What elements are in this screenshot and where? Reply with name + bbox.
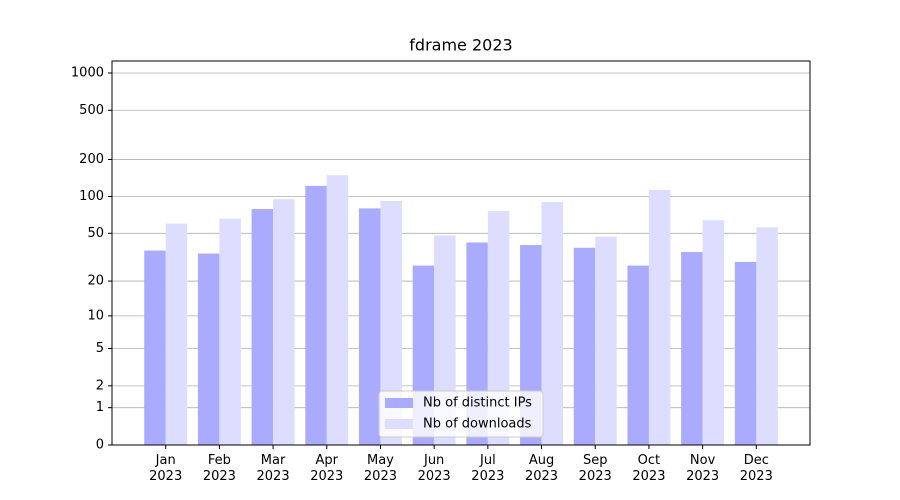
- y-tick-label: 2: [96, 378, 104, 393]
- bar: [648, 189, 671, 445]
- legend-label: Nb of downloads: [423, 417, 532, 432]
- legend-label: Nb of distinct IPs: [423, 396, 532, 411]
- bar: [273, 199, 295, 445]
- bar: [380, 200, 402, 445]
- plot-frame: [111, 60, 811, 446]
- bar: [541, 202, 564, 445]
- bar: [219, 218, 241, 445]
- bar: [595, 236, 617, 445]
- legend-box: [378, 390, 544, 438]
- x-tick-label: Dec 2023: [739, 453, 773, 484]
- bar: [358, 208, 381, 445]
- chart-title: fdrame 2023: [409, 36, 512, 55]
- x-tick-label: Oct 2023: [632, 453, 666, 484]
- bar: [251, 209, 274, 445]
- y-tick-label: 1000: [71, 66, 104, 81]
- bar: [197, 253, 220, 445]
- x-tick-label: Jan 2023: [149, 453, 183, 484]
- y-tick-label: 100: [79, 189, 104, 204]
- bar: [165, 223, 188, 445]
- bar: [487, 211, 510, 445]
- x-tick-label: Jun 2023: [417, 453, 451, 484]
- y-tick-label: 500: [79, 103, 104, 118]
- bar: [627, 265, 649, 445]
- legend-swatch: [385, 419, 413, 429]
- x-tick-label: Nov 2023: [686, 453, 720, 484]
- bar: [681, 252, 703, 445]
- y-tick-label: 0: [96, 438, 104, 453]
- bar: [756, 227, 778, 445]
- x-tick-label: May 2023: [363, 453, 397, 484]
- y-tick-label: 50: [87, 226, 104, 241]
- bar: [144, 250, 166, 445]
- bar: [573, 247, 596, 445]
- y-tick-label: 10: [87, 308, 104, 323]
- bar: [702, 220, 725, 445]
- bar: [305, 185, 327, 445]
- y-tick-label: 200: [79, 152, 104, 167]
- legend-swatch: [385, 398, 413, 408]
- y-tick-label: 20: [87, 274, 104, 289]
- x-tick-label: Aug 2023: [524, 453, 559, 484]
- x-tick-label: Jul 2023: [471, 453, 505, 484]
- bar: [326, 175, 349, 445]
- bar: [734, 261, 757, 445]
- x-tick-label: Mar 2023: [256, 453, 290, 484]
- x-tick-label: Sep 2023: [578, 453, 612, 484]
- x-tick-label: Apr 2023: [310, 453, 344, 484]
- x-tick-label: Feb 2023: [202, 453, 236, 484]
- y-tick-label: 1: [96, 400, 104, 415]
- y-tick-label: 5: [96, 341, 104, 356]
- legend: Nb of distinct IPs Nb of downloads: [378, 390, 544, 438]
